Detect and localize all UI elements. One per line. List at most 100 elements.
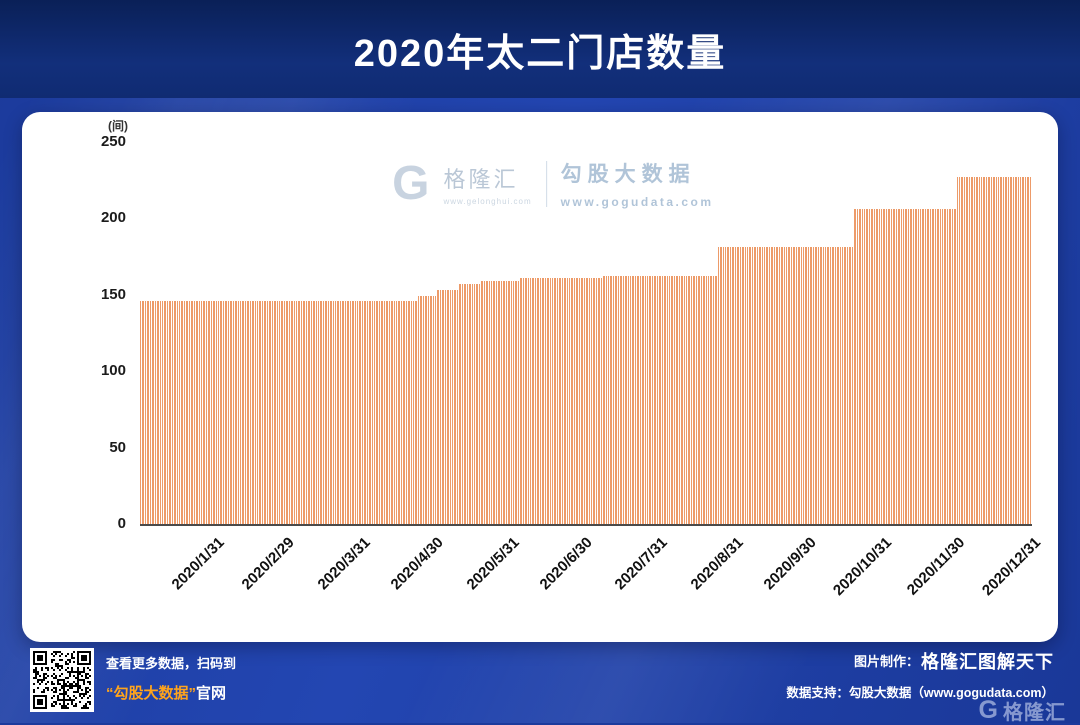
daily-bar	[927, 209, 929, 524]
y-axis-unit-label: (间)	[108, 119, 128, 133]
daily-bar	[588, 278, 590, 524]
daily-bar	[944, 209, 946, 524]
daily-bar	[332, 300, 334, 524]
gelonghui-g-icon: G	[978, 696, 999, 724]
daily-bar	[378, 300, 381, 524]
daily-bar	[232, 300, 235, 524]
daily-bar	[754, 247, 756, 524]
daily-bar	[932, 209, 934, 524]
daily-bar	[430, 296, 432, 524]
daily-bar	[934, 209, 937, 524]
daily-bar	[461, 284, 464, 524]
daily-bar	[749, 247, 751, 524]
daily-bar	[276, 300, 278, 524]
daily-bar	[710, 276, 712, 524]
daily-bar	[873, 209, 876, 524]
daily-bar	[356, 300, 359, 524]
daily-bar	[924, 209, 927, 524]
daily-bar	[510, 281, 512, 524]
daily-bar	[159, 300, 161, 524]
daily-bar	[303, 300, 305, 524]
daily-bar	[820, 247, 822, 524]
daily-bar	[244, 300, 247, 524]
title-banner: 2020年太二门店数量	[0, 0, 1080, 98]
daily-bar	[498, 281, 500, 524]
daily-bar	[444, 290, 447, 524]
daily-bar	[542, 278, 544, 524]
daily-bar	[454, 290, 456, 524]
daily-bar	[508, 281, 510, 524]
daily-bar	[761, 247, 763, 524]
daily-bar	[803, 247, 805, 524]
daily-bar	[218, 300, 220, 524]
footer: 查看更多数据，扫码到 “勾股大数据”官网 图片制作： 格隆汇图解天下 数据支持：勾…	[0, 644, 1080, 724]
daily-bar	[842, 247, 844, 524]
daily-bar	[756, 247, 759, 524]
daily-bar	[744, 247, 746, 524]
daily-bar	[895, 209, 898, 524]
daily-bar	[610, 276, 612, 524]
daily-bar	[959, 177, 961, 524]
credit-label: 图片制作：	[853, 654, 919, 669]
daily-bar	[1015, 177, 1017, 524]
daily-bar	[495, 281, 498, 524]
daily-bar	[547, 278, 549, 524]
daily-bar	[1012, 177, 1015, 524]
daily-bar	[800, 247, 802, 524]
daily-bar	[259, 300, 261, 524]
daily-bar	[213, 300, 215, 524]
daily-bar	[976, 177, 978, 524]
daily-bar	[520, 278, 522, 524]
daily-bar	[154, 300, 157, 524]
daily-bar	[634, 276, 637, 524]
daily-bar	[320, 300, 322, 524]
daily-bar	[846, 247, 849, 524]
daily-bar	[242, 300, 244, 524]
daily-bar	[239, 300, 242, 524]
daily-bar	[347, 300, 349, 524]
daily-bar	[183, 300, 186, 524]
daily-bar	[486, 281, 488, 524]
daily-bar	[537, 278, 539, 524]
daily-bar	[554, 278, 556, 524]
daily-bar	[998, 177, 1000, 524]
daily-bar	[888, 209, 890, 524]
daily-bar	[566, 278, 568, 524]
daily-bar	[381, 300, 383, 524]
daily-bar	[264, 300, 266, 524]
daily-bar	[188, 300, 191, 524]
daily-bar	[252, 300, 254, 524]
daily-bar	[366, 300, 369, 524]
y-tick-label: 0	[117, 515, 126, 532]
daily-bar	[249, 300, 252, 524]
daily-bar	[639, 276, 642, 524]
daily-bar	[556, 278, 559, 524]
daily-bar	[768, 247, 771, 524]
daily-bar	[622, 276, 625, 524]
daily-bar	[603, 276, 605, 524]
daily-bar	[149, 300, 152, 524]
x-tick-label: 2020/1/31	[168, 534, 228, 594]
x-tick-label: 2020/10/31	[830, 534, 896, 600]
x-tick-label: 2020/7/31	[611, 534, 672, 594]
daily-bar	[593, 278, 595, 524]
daily-bar	[503, 281, 505, 524]
daily-bar	[868, 209, 871, 524]
daily-bar	[573, 278, 576, 524]
daily-bar	[205, 300, 208, 524]
daily-bar	[296, 300, 298, 524]
daily-bar	[376, 300, 378, 524]
daily-bar	[793, 247, 795, 524]
daily-bar	[727, 247, 729, 524]
gelonghui-logo-icon: G	[392, 156, 430, 210]
daily-bar	[629, 276, 632, 524]
x-tick-label: 2020/11/30	[903, 534, 969, 599]
daily-bar	[678, 276, 681, 524]
daily-bar	[447, 290, 449, 524]
daily-bar	[352, 300, 354, 524]
daily-bar	[783, 247, 785, 524]
daily-bar	[439, 290, 442, 524]
daily-bar	[327, 300, 330, 524]
daily-bar	[393, 300, 395, 524]
daily-bar	[512, 281, 515, 524]
